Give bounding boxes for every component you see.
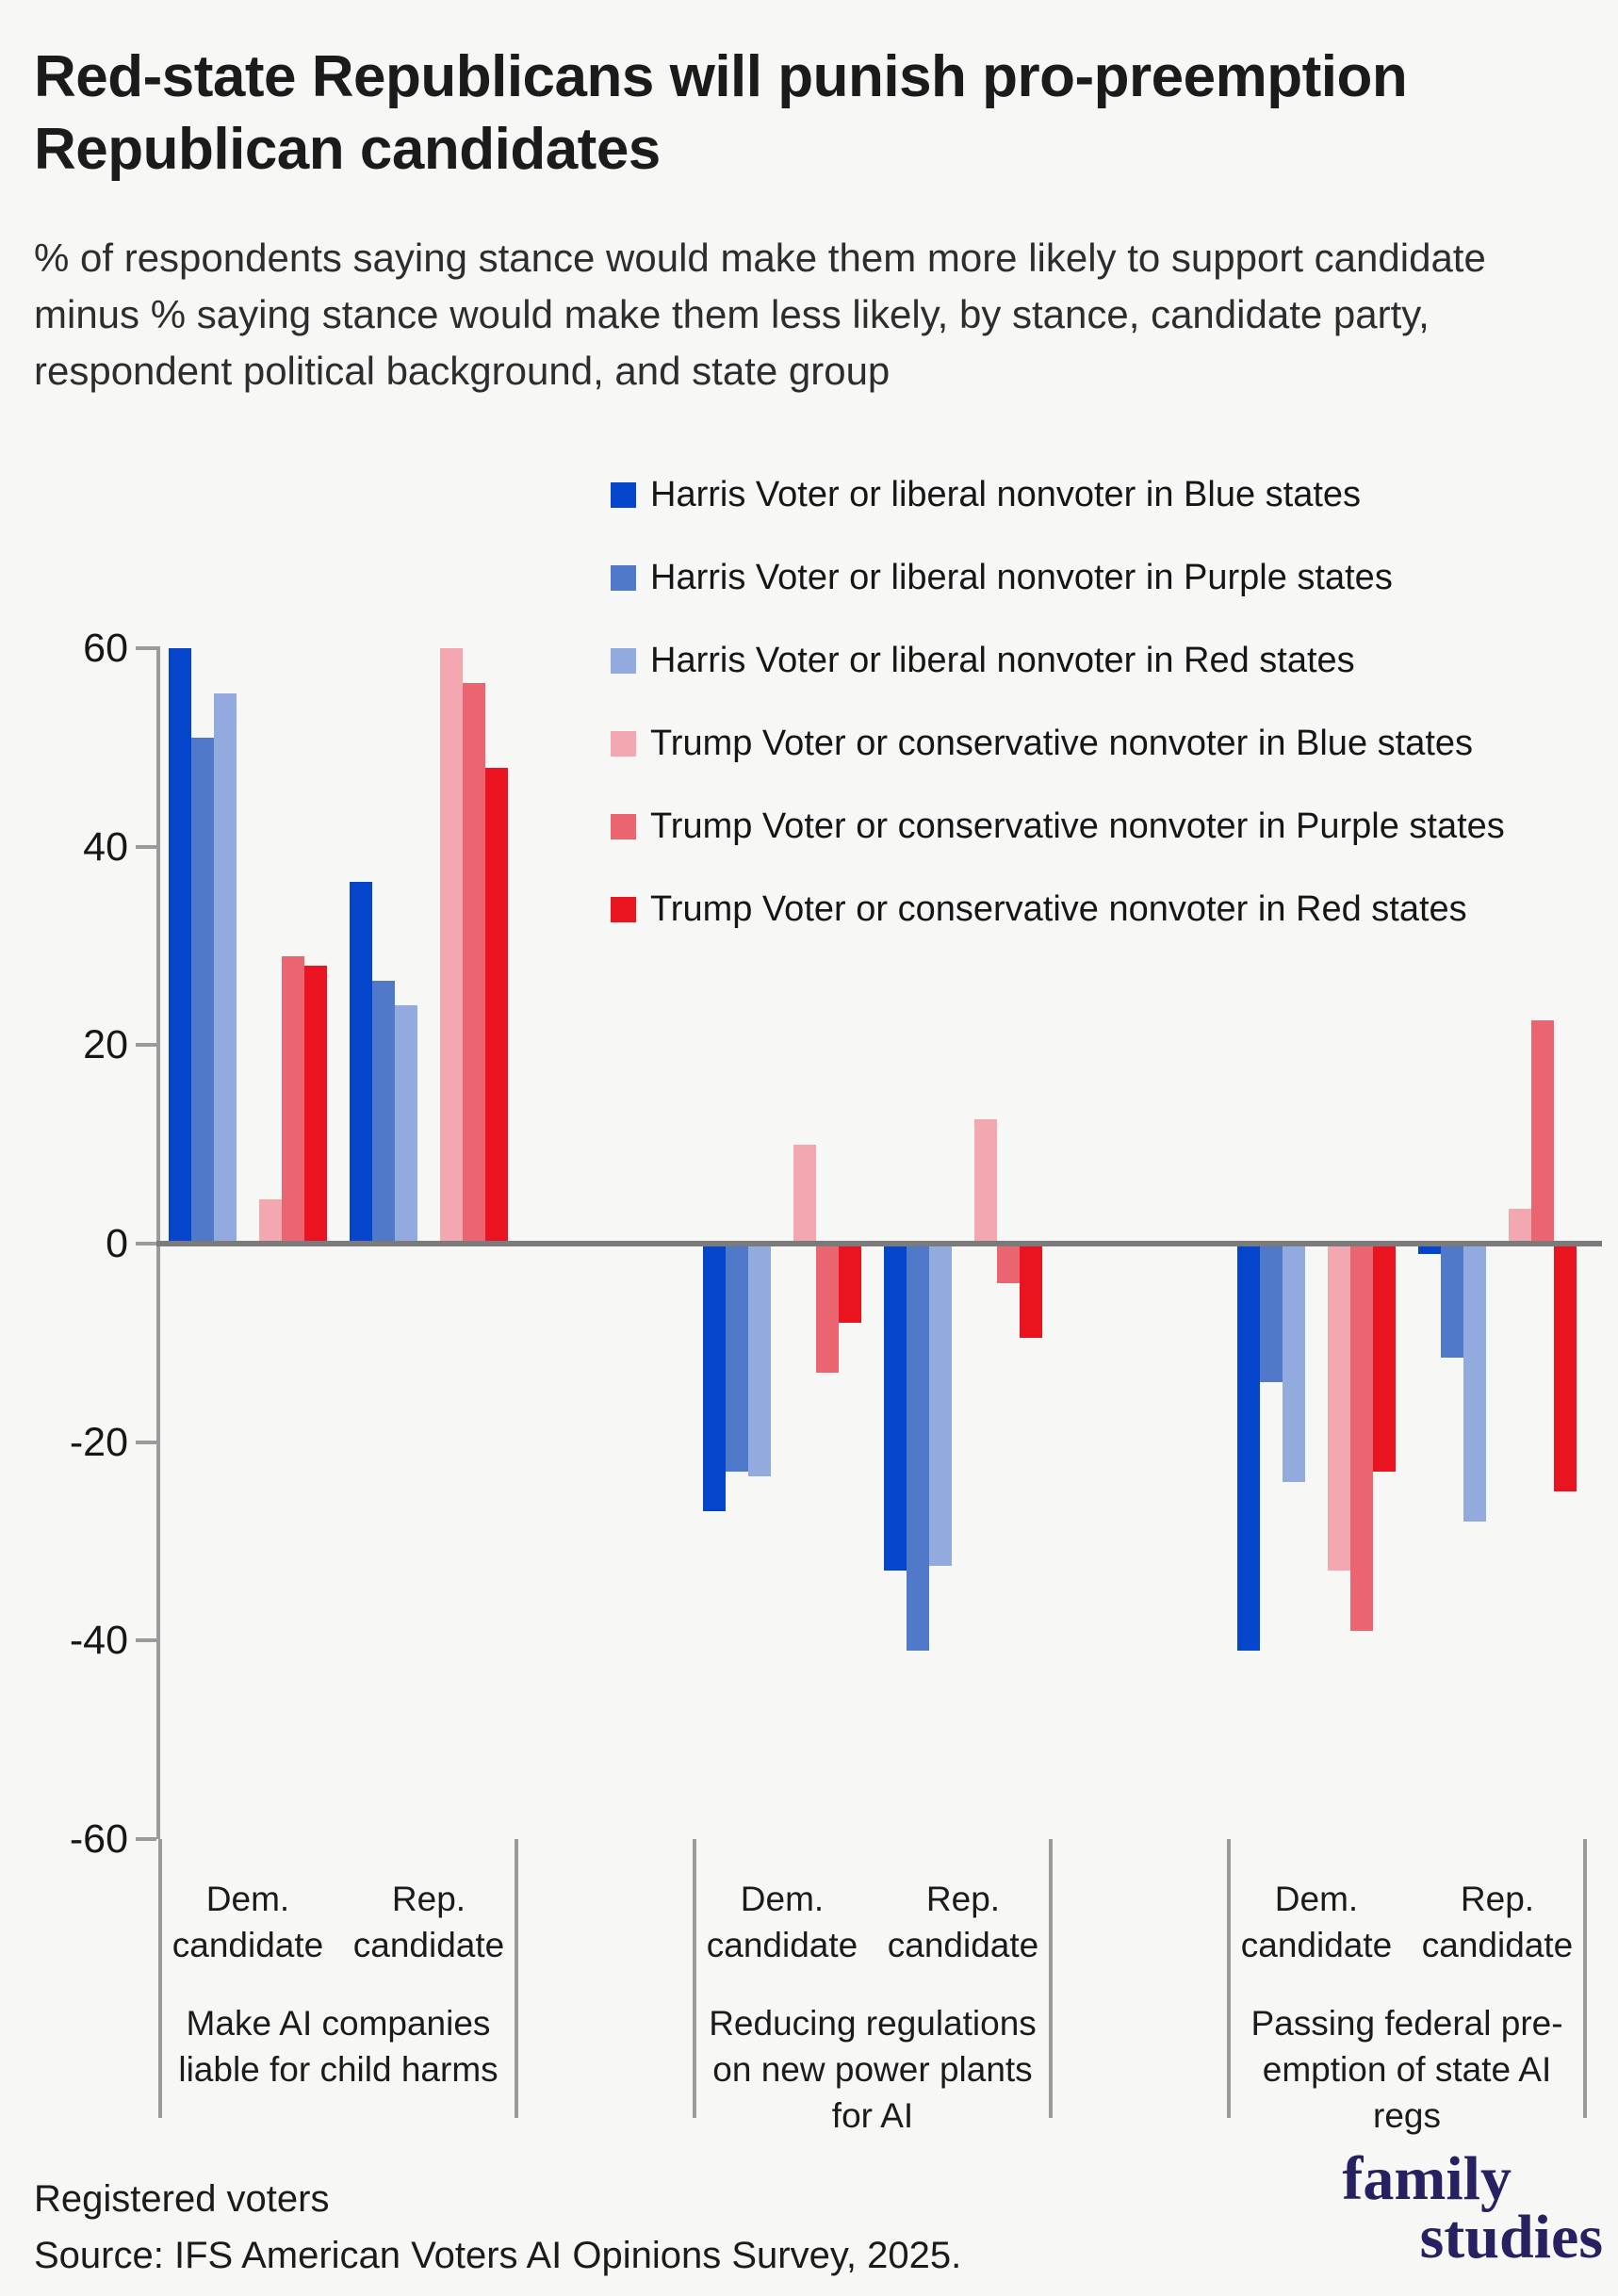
bar [974, 1119, 997, 1244]
legend-swatch [611, 481, 636, 508]
bar [214, 693, 237, 1244]
y-axis-tick-label: -40 [69, 1618, 128, 1663]
legend-label: Harris Voter or liberal nonvoter in Purp… [650, 557, 1393, 597]
cluster-label: Rep. candidate [352, 1880, 505, 1964]
group-divider [1227, 1839, 1231, 2118]
bar [191, 738, 214, 1244]
y-axis-tick [136, 1837, 156, 1841]
bar [703, 1244, 726, 1511]
bar [259, 1199, 282, 1244]
legend-item: Trump Voter or conservative nonvoter in … [611, 806, 1505, 847]
bar [793, 1145, 816, 1244]
group-divider [1583, 1839, 1587, 2118]
bar [304, 966, 327, 1244]
family-studies-logo: family studies [1342, 2144, 1603, 2272]
cluster-label: Rep. candidate [1421, 1880, 1574, 1964]
bar [1260, 1244, 1283, 1382]
legend-swatch [611, 896, 636, 922]
legend-swatch [611, 564, 636, 591]
legend-item: Harris Voter or liberal nonvoter in Purp… [611, 557, 1393, 598]
stance-label: Reducing regulations on new power plants… [709, 2004, 1037, 2135]
bar [997, 1244, 1020, 1283]
zero-baseline [156, 1241, 1602, 1246]
legend-swatch [611, 813, 636, 839]
cluster-label: Dem. candidate [706, 1880, 858, 1964]
bar [395, 1005, 417, 1244]
y-axis-tick [136, 1638, 156, 1642]
cluster-label: Rep. candidate [887, 1880, 1039, 1964]
bar [372, 981, 395, 1244]
bar [1020, 1244, 1042, 1338]
group-divider [515, 1839, 518, 2118]
bar [485, 768, 508, 1244]
legend-label: Trump Voter or conservative nonvoter in … [650, 806, 1505, 846]
bar [726, 1244, 748, 1472]
legend-item: Harris Voter or liberal nonvoter in Red … [611, 640, 1355, 681]
bar [748, 1244, 771, 1476]
legend-item: Trump Voter or conservative nonvoter in … [611, 723, 1473, 764]
bar [350, 882, 372, 1244]
stance-label: Passing federal pre-emption of state AI … [1250, 2004, 1563, 2135]
chart-subtitle: % of respondents saying stance would mak… [34, 236, 1486, 394]
bar [1463, 1244, 1486, 1522]
stance-label: Make AI companies liable for child harms [178, 2004, 498, 2089]
bar [1237, 1244, 1260, 1651]
bar [440, 648, 463, 1244]
legend-swatch [611, 647, 636, 674]
bar [884, 1244, 907, 1571]
y-axis-tick-label: 60 [83, 626, 128, 671]
y-axis-tick-label: 40 [83, 824, 128, 870]
footer-source: Source: IFS American Voters AI Opinions … [34, 2235, 962, 2276]
bar [282, 956, 304, 1244]
legend-item: Trump Voter or conservative nonvoter in … [611, 888, 1467, 930]
y-axis-tick [136, 646, 156, 650]
group-divider [158, 1839, 162, 2118]
legend-label: Harris Voter or liberal nonvoter in Red … [650, 640, 1355, 680]
cluster-label: Dem. candidate [172, 1880, 324, 1964]
cluster-label: Dem. candidate [1240, 1880, 1393, 1964]
bar [463, 683, 485, 1244]
bar [816, 1244, 839, 1373]
y-axis-tick-label: -60 [69, 1816, 128, 1862]
legend-label: Trump Voter or conservative nonvoter in … [650, 723, 1474, 763]
bar [907, 1244, 929, 1651]
bar [1328, 1244, 1350, 1571]
y-axis-tick [136, 845, 156, 849]
bar [929, 1244, 952, 1566]
legend-item: Harris Voter or liberal nonvoter in Blue… [611, 474, 1361, 515]
bar [1509, 1209, 1531, 1244]
bar [1373, 1244, 1396, 1472]
bar [1531, 1020, 1554, 1244]
bar [1554, 1244, 1577, 1491]
bar [1350, 1244, 1373, 1631]
group-divider [1049, 1839, 1053, 2118]
bar [1441, 1244, 1463, 1358]
legend-label: Harris Voter or liberal nonvoter in Blue… [650, 474, 1362, 514]
legend-swatch [611, 730, 636, 757]
bar [839, 1244, 861, 1323]
y-axis-tick-label: 20 [83, 1022, 128, 1067]
legend-label: Trump Voter or conservative nonvoter in … [650, 888, 1467, 929]
y-axis-tick-label: -20 [69, 1420, 128, 1465]
y-axis-tick [136, 1441, 156, 1444]
logo-word-studies: studies [1419, 2203, 1603, 2272]
y-axis-tick [136, 1043, 156, 1047]
bar [1418, 1244, 1441, 1254]
chart-title: Red-state Republicans will punish pro-pr… [34, 44, 1408, 182]
bar [169, 648, 191, 1244]
y-axis-tick [136, 1242, 156, 1246]
footer-note: Registered voters [34, 2178, 330, 2220]
bar [1283, 1244, 1305, 1482]
group-divider [693, 1839, 696, 2118]
logo-word-family: family [1342, 2144, 1512, 2213]
y-axis-tick-label: 0 [106, 1221, 128, 1266]
